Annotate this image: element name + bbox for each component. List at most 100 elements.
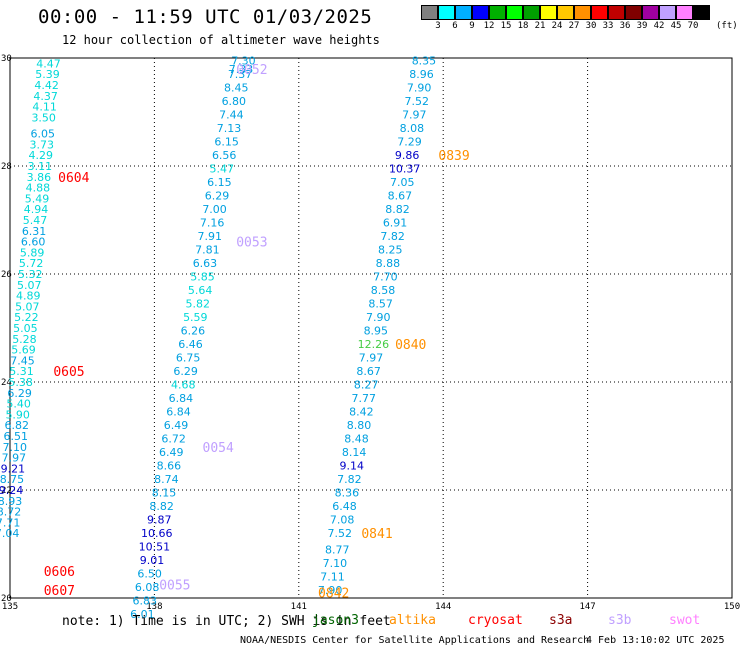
legend-item-cryosat: cryosat: [468, 613, 523, 628]
colorbar-swatch: [557, 5, 574, 20]
colorbar: [421, 5, 710, 20]
swh-value-label: 9.24: [0, 484, 23, 497]
swh-value-label: 7.10: [3, 441, 28, 454]
chart-title: 00:00 - 11:59 UTC 01/03/2025: [38, 6, 373, 28]
x-tick-label: 138: [146, 602, 162, 612]
footer-timestamp: 4 Feb 13:10:02 UTC 2025: [586, 635, 725, 646]
colorbar-swatch: [608, 5, 625, 20]
swh-value-label: 9.87: [147, 514, 172, 527]
colorbar-swatch: [455, 5, 472, 20]
swh-value-label: 7.04: [0, 527, 19, 540]
swh-value-label: 7.30: [231, 55, 256, 68]
swh-value-label: 7.45: [10, 354, 35, 367]
swh-value-label: 8.77: [325, 543, 350, 556]
swh-value-label: 5.28: [12, 333, 37, 346]
swh-value-label: 6.15: [214, 136, 239, 149]
swh-value-label: 6.84: [169, 392, 194, 405]
swh-value-label: 3.86: [27, 171, 52, 184]
swh-value-label: 6.48: [332, 500, 357, 513]
colorbar-swatch: [472, 5, 489, 20]
swh-value-label: 8.57: [368, 298, 393, 311]
colorbar-tick-label: 30: [585, 21, 597, 31]
swh-value-label: 6.50: [137, 568, 162, 581]
colorbar-tick-label: 18: [517, 21, 529, 31]
swh-value-label: 7.90: [366, 311, 391, 324]
y-tick-label: 22: [1, 486, 12, 496]
pass-time-label: 0607: [44, 584, 75, 599]
swh-value-label: 5.69: [11, 344, 36, 357]
pass-time-label: 0052: [236, 63, 267, 78]
swh-value-label: 8.42: [349, 406, 374, 419]
swh-value-label: 6.56: [212, 149, 237, 162]
swh-value-label: 7.05: [390, 176, 415, 189]
colorbar-tick-label: 27: [568, 21, 580, 31]
note-text: note: 1) Time is in UTC; 2) SWH is in fe…: [62, 614, 391, 629]
x-tick-label: 141: [291, 602, 307, 612]
swh-value-label: 7.10: [323, 557, 348, 570]
swh-value-label: 7.08: [330, 514, 355, 527]
swh-value-label: 6.01: [130, 608, 155, 621]
colorbar-tick-label: 36: [619, 21, 631, 31]
colorbar-tick-label: 15: [500, 21, 512, 31]
swh-value-label: 7.00: [202, 203, 227, 216]
colorbar-swatch: [574, 5, 591, 20]
swh-value-label: 5.05: [13, 322, 38, 335]
swh-value-label: 10.66: [141, 527, 173, 540]
footer-credit: NOAA/NESDIS Center for Satellite Applica…: [240, 635, 590, 646]
swh-value-label: 4.68: [171, 379, 196, 392]
swh-value-label: 8.95: [364, 325, 389, 338]
swh-value-label: 8.66: [157, 460, 182, 473]
swh-value-label: 6.26: [181, 325, 206, 338]
swh-value-label: 6.49: [164, 419, 189, 432]
swh-value-label: 6.63: [193, 257, 218, 270]
swh-value-label: 7.82: [337, 473, 362, 486]
colorbar-swatch: [625, 5, 642, 20]
swh-value-label: 8.35: [412, 55, 437, 68]
swh-value-label: 4.11: [32, 101, 57, 114]
swh-value-label: 5.64: [188, 284, 213, 297]
swh-value-label: 8.27: [354, 379, 379, 392]
swh-value-label: 8.25: [378, 244, 403, 257]
colorbar-tick-label: 3: [435, 21, 441, 31]
swh-value-label: 5.89: [20, 246, 45, 259]
swh-value-label: 7.82: [380, 230, 405, 243]
swh-value-label: 5.82: [185, 298, 210, 311]
swh-value-label: 8.93: [0, 495, 22, 508]
swh-value-label: 3.50: [31, 111, 56, 124]
chart-subtitle: 12 hour collection of altimeter wave hei…: [62, 33, 380, 47]
swh-value-label: 8.48: [344, 433, 369, 446]
swh-value-label: 6.80: [222, 95, 247, 108]
colorbar-swatch: [659, 5, 676, 20]
colorbar-tick-label: 24: [551, 21, 563, 31]
x-tick-label: 150: [724, 602, 740, 612]
swh-value-label: 8.36: [335, 487, 360, 500]
swh-value-label: 5.31: [9, 365, 34, 378]
y-tick-label: 28: [1, 162, 12, 172]
swh-value-label: 6.51: [4, 430, 29, 443]
colorbar-swatch: [489, 5, 506, 20]
swh-value-label: 6.83: [133, 595, 158, 608]
pass-time-label: 0839: [438, 149, 469, 164]
swh-value-label: 4.37: [33, 90, 58, 103]
swh-value-label: 5.72: [19, 257, 44, 270]
swh-value-label: 4.89: [16, 290, 41, 303]
swh-value-label: 7.11: [320, 570, 345, 583]
colorbar-tick-label: 21: [534, 21, 546, 31]
swh-value-label: 4.29: [29, 149, 54, 162]
swh-value-label: 6.05: [30, 128, 55, 141]
swh-value-label: 9.86: [395, 149, 420, 162]
swh-value-label: 5.07: [15, 300, 40, 313]
swh-value-label: 7.29: [397, 136, 422, 149]
colorbar-tick-label: 70: [687, 21, 699, 31]
swh-value-label: 9.21: [1, 462, 26, 475]
colorbar-tick-label: 39: [636, 21, 648, 31]
swh-value-label: 9.01: [140, 554, 165, 567]
pass-time-label: 0054: [203, 441, 234, 456]
swh-value-label: 8.74: [154, 473, 179, 486]
swh-value-label: 6.72: [161, 433, 186, 446]
swh-value-label: 8.75: [0, 473, 24, 486]
swh-value-label: 7.33: [229, 63, 254, 76]
x-tick-label: 135: [2, 602, 18, 612]
swh-value-label: 6.08: [135, 581, 160, 594]
swh-value-label: 3.73: [30, 138, 55, 151]
